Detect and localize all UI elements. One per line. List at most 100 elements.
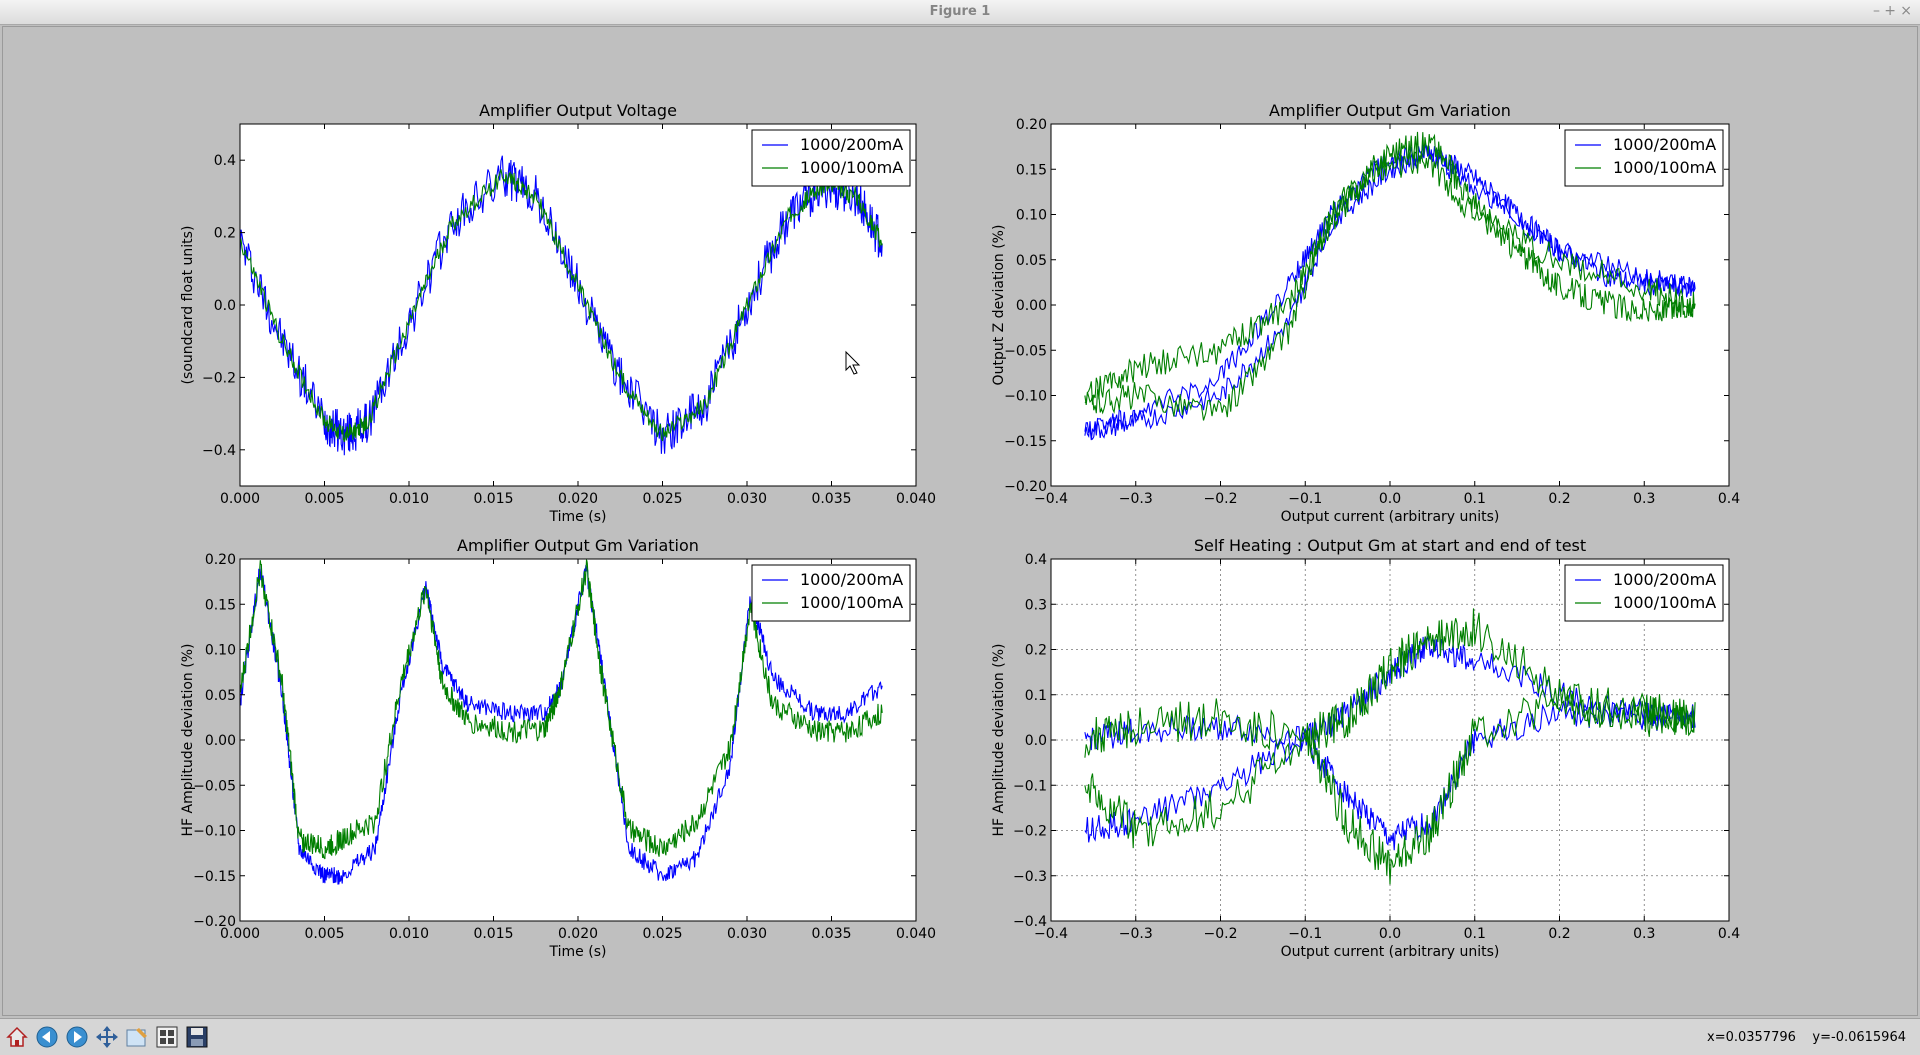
x-tick-label: −0.1 [1288,491,1322,507]
y-tick-label: −0.20 [193,914,236,930]
y-axis-label: HF Amplitude deviation (%) [991,644,1007,837]
legend-label: 1000/100mA [800,593,903,612]
cursor-coordinates: x=0.0357796 y=-0.0615964 [1707,1030,1906,1045]
x-tick-label: 0.2 [1548,491,1570,507]
legend: 1000/200mA 1000/100mA [1564,129,1724,187]
mouse-cursor-icon [845,350,861,375]
y-tick-label: −0.1 [1013,778,1047,794]
series-line-1000/200mA [240,564,883,885]
y-tick-label: 0.10 [1016,208,1047,224]
chart-2: −0.4 −0.3 −0.2 −0.1 0.0 0.1 0.2 0.3 0.4 −0.20 −0.1… [991,101,1740,525]
x-tick-label: 0.4 [1718,926,1740,942]
window-titlebar: Figure 1 – + × [0,0,1920,25]
x-tick-label: −0.2 [1204,926,1238,942]
legend: 1000/200mA 1000/100mA [751,564,911,622]
chart-title: Amplifier Output Gm Variation [457,536,699,555]
y-tick-label: −0.05 [193,778,236,794]
legend-box [751,564,911,622]
x-tick-label: 0.3 [1633,491,1655,507]
forward-icon[interactable] [64,1024,90,1050]
y-tick-label: −0.15 [1004,434,1047,450]
x-tick-label: −0.4 [1034,491,1068,507]
x-tick-label: 0.3 [1633,926,1655,942]
y-tick-label: −0.20 [1004,479,1047,495]
x-tick-label: 0.4 [1718,491,1740,507]
y-tick-label: 0.20 [205,552,236,568]
x-tick-label: −0.3 [1119,926,1153,942]
y-tick-label: 0.00 [205,733,236,749]
y-tick-label: −0.10 [1004,389,1047,405]
x-tick-label: 0.010 [389,926,429,942]
x-tick-label: 0.000 [220,926,260,942]
legend-label: 1000/200mA [800,570,903,589]
y-tick-label: 0.1 [1025,688,1047,704]
y-tick-label: 0.15 [205,597,236,613]
x-tick-label: 0.030 [727,491,767,507]
y-tick-label: −0.15 [193,869,236,885]
y-tick-label: 0.4 [214,153,236,169]
pan-icon[interactable] [94,1024,120,1050]
x-tick-label: 0.005 [304,926,344,942]
x-axis-label: Output current (arbitrary units) [1281,509,1500,525]
y-axis-label: Output Z deviation (%) [991,225,1007,386]
x-tick-label: 0.000 [220,491,260,507]
y-tick-label: 0.2 [214,226,236,242]
navigation-toolbar: x=0.0357796 y=-0.0615964 [0,1018,1920,1055]
y-axis-label: (soundcard float units) [180,226,196,385]
home-icon[interactable] [4,1024,30,1050]
window-title: Figure 1 [929,4,991,19]
cursor-y: y=-0.0615964 [1812,1030,1906,1045]
legend: 1000/200mA 1000/100mA [1564,564,1724,622]
x-axis-label: Time (s) [549,944,607,960]
x-tick-label: 0.025 [642,926,682,942]
x-tick-label: −0.1 [1288,926,1322,942]
y-tick-label: 0.05 [205,688,236,704]
legend: 1000/200mA 1000/100mA [751,129,911,187]
x-tick-label: −0.3 [1119,491,1153,507]
y-tick-label: −0.10 [193,824,236,840]
y-tick-label: −0.2 [202,370,236,386]
y-axis-label: HF Amplitude deviation (%) [180,644,196,837]
zoom-icon[interactable] [124,1024,150,1050]
series-line-1000/100mA [240,559,883,860]
chart-title: Amplifier Output Voltage [479,101,677,120]
x-tick-label: 0.020 [558,491,598,507]
x-tick-label: 0.035 [811,491,851,507]
legend-label: 1000/100mA [1613,158,1716,177]
y-tick-label: 0.05 [1016,253,1047,269]
legend-label: 1000/200mA [1613,570,1716,589]
y-tick-label: −0.4 [202,443,236,459]
series-line-1000/100mA [1084,131,1696,421]
x-tick-label: 0.005 [304,491,344,507]
figure-canvas[interactable]: 0.000 0.005 0.010 0.015 0.020 0.025 0.030 0.035… [2,26,1918,1016]
x-tick-label: 0.015 [473,491,513,507]
maximize-button[interactable]: + [1884,3,1896,19]
cursor-x: x=0.0357796 [1707,1030,1796,1045]
series-line-1000/200mA [1084,141,1696,441]
x-tick-label: −0.4 [1034,926,1068,942]
minimize-button[interactable]: – [1873,3,1880,19]
y-tick-label: 0.4 [1025,552,1047,568]
legend-box [751,129,911,187]
chart-1: 0.000 0.005 0.010 0.015 0.020 0.025 0.030 0.035… [180,101,936,525]
save-icon[interactable] [184,1024,210,1050]
legend-label: 1000/100mA [1613,593,1716,612]
y-tick-label: −0.3 [1013,869,1047,885]
y-tick-label: 0.2 [1025,643,1047,659]
y-tick-label: 0.3 [1025,597,1047,613]
legend-label: 1000/100mA [800,158,903,177]
close-button[interactable]: × [1900,3,1912,19]
figure-svg: 0.000 0.005 0.010 0.015 0.020 0.025 0.030 0.035… [180,101,1740,960]
legend-box [1564,129,1724,187]
y-tick-label: −0.4 [1013,914,1047,930]
x-tick-label: 0.040 [896,926,936,942]
chart-4: −0.4 −0.3 −0.2 −0.1 0.0 0.1 0.2 0.3 0.4 −0.4 −0.3 −… [991,536,1740,960]
x-tick-label: 0.0 [1379,491,1401,507]
y-tick-label: 0.20 [1016,117,1047,133]
configure-subplots-icon[interactable] [154,1024,180,1050]
x-tick-label: 0.040 [896,491,936,507]
x-axis-label: Output current (arbitrary units) [1281,944,1500,960]
series-line-1000/100mA [240,169,883,442]
x-tick-label: 0.1 [1464,926,1486,942]
back-icon[interactable] [34,1024,60,1050]
